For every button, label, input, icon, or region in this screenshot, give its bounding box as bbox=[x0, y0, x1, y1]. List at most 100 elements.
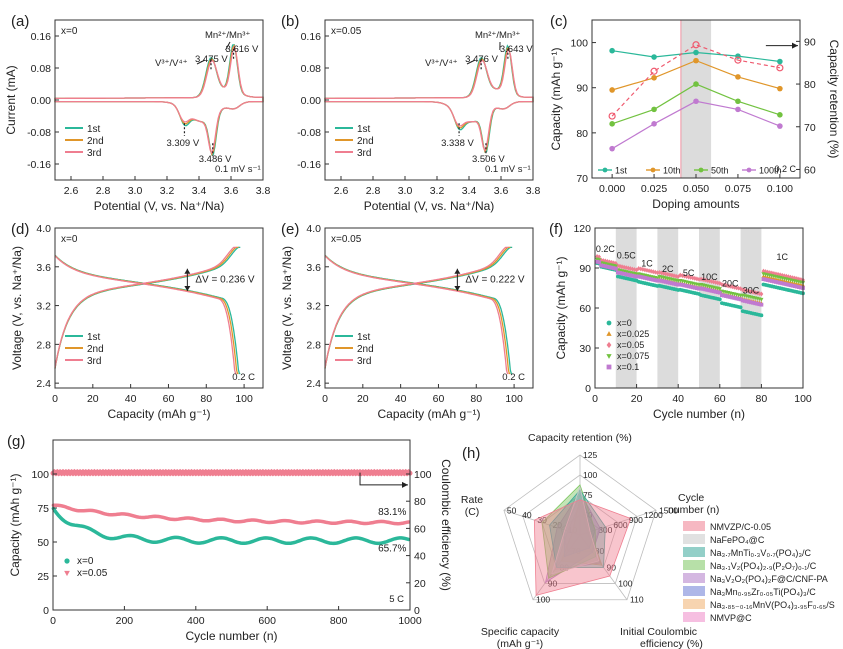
h-axis-tick: 90 bbox=[607, 562, 617, 572]
d-discharge-3rd bbox=[54, 255, 237, 375]
h-legend-label: NaFePO₄@C bbox=[710, 535, 765, 545]
e-ytick-label: 2.4 bbox=[306, 378, 321, 390]
d-charge-2nd bbox=[54, 246, 239, 369]
g-ce-trace bbox=[50, 468, 413, 477]
a-xtick-label: 3.2 bbox=[160, 185, 175, 197]
d-xtick-label: 20 bbox=[87, 393, 99, 405]
f-point-x=0.1 bbox=[682, 283, 687, 288]
f-point-x=0.1 bbox=[794, 284, 799, 289]
b-mn-couple-label: Mn²⁺/Mn³⁺ bbox=[475, 30, 520, 41]
g-xtick-label: 200 bbox=[116, 615, 134, 627]
c-xtick-label: 0.000 bbox=[599, 183, 625, 195]
f-point-x=0.1 bbox=[655, 278, 660, 283]
h-axis-tick: 125 bbox=[583, 450, 597, 460]
f-point-x=0.1 bbox=[707, 288, 712, 293]
c-point-10th bbox=[609, 87, 615, 93]
f-point-x=0.1 bbox=[747, 299, 751, 304]
f-point-x=0.1 bbox=[613, 266, 618, 271]
f-point-x=0.1 bbox=[653, 278, 658, 283]
f-point-x=0.1 bbox=[753, 301, 758, 306]
f-legend-marker bbox=[606, 354, 612, 359]
f-rate-band bbox=[740, 228, 762, 388]
d-xtick-label: 40 bbox=[125, 393, 137, 405]
f-point-x=0.1 bbox=[799, 285, 803, 290]
f-point-x=0.1 bbox=[672, 281, 676, 286]
f-point-x=0.1 bbox=[615, 270, 620, 275]
f-point-x=0.05 bbox=[726, 283, 731, 289]
d-corner-text: x=0 bbox=[61, 234, 78, 245]
f-point-x=0.1 bbox=[771, 279, 776, 284]
f-point-x=0.1 bbox=[738, 297, 743, 302]
e-frame bbox=[324, 227, 534, 389]
f-ytick-label: 120 bbox=[573, 223, 591, 235]
d-legend-label: 1st bbox=[87, 332, 101, 343]
f-point-x=0.1 bbox=[645, 276, 649, 281]
h-legend-label: Na₃V₂O₂(PO₄)₂F@C/CNF-PA bbox=[710, 574, 828, 584]
h-radar-NaFePO₄@C bbox=[551, 485, 600, 575]
f-point-x=0.1 bbox=[705, 287, 710, 292]
f-point-x=0.1 bbox=[726, 294, 731, 299]
f-point-x=0.1 bbox=[786, 282, 791, 287]
f-rate-label: 30C bbox=[743, 285, 760, 295]
f-point-x=0.05 bbox=[695, 276, 699, 282]
f-rate-label: 1C bbox=[641, 259, 653, 269]
a-panel-label: (a) bbox=[11, 13, 29, 30]
d-xlabel: Capacity (mAh g⁻¹) bbox=[107, 407, 210, 421]
f-point-x=0.1 bbox=[601, 263, 606, 268]
c-legend-marker bbox=[602, 167, 608, 173]
g-capacity-x=0 bbox=[51, 506, 411, 546]
f-legend-label: x=0.075 bbox=[617, 351, 649, 361]
c-point-50th bbox=[777, 112, 783, 118]
d-panel-label: (d) bbox=[11, 221, 29, 238]
b-ytick-label: -0.08 bbox=[297, 127, 321, 139]
a-xtick-label: 3.8 bbox=[256, 185, 271, 197]
a-red2-label: 3.486 V bbox=[199, 154, 232, 165]
f-point-x=0.1 bbox=[605, 264, 610, 269]
g-axis-arrowhead bbox=[402, 481, 408, 488]
b-xtick-label: 3.2 bbox=[430, 185, 445, 197]
c-xlabel: Doping amounts bbox=[652, 197, 739, 211]
f-point-x=0.1 bbox=[684, 283, 689, 288]
a-ox1-label: 3.475 V bbox=[195, 54, 228, 65]
f-point-x=0.1 bbox=[690, 285, 695, 290]
d-legend-label: 2nd bbox=[87, 344, 104, 355]
c-point-50th bbox=[651, 106, 657, 113]
f-point-x=0.1 bbox=[649, 277, 654, 282]
h-axis-tick: 80 bbox=[595, 546, 605, 556]
d-xtick-label: 0 bbox=[52, 393, 58, 405]
e-xtick-label: 100 bbox=[505, 393, 523, 405]
h-legend-label: NMVZP/C-0.05 bbox=[710, 522, 771, 532]
g-legend-marker bbox=[64, 570, 70, 577]
c-y2tick-label: 70 bbox=[804, 122, 816, 134]
g-y2label: Coulombic efficiency (%) bbox=[439, 459, 453, 591]
b-ytick-label: -0.16 bbox=[297, 159, 321, 171]
f-point-x=0.1 bbox=[630, 273, 635, 278]
c-point-50th bbox=[735, 98, 741, 105]
h-grid-spoke bbox=[579, 509, 657, 536]
f-point-x=0.1 bbox=[790, 283, 795, 288]
f-point-x=0.1 bbox=[736, 296, 741, 301]
f-point-x=0.1 bbox=[628, 273, 633, 278]
f-point-x=0.1 bbox=[776, 280, 780, 285]
f-point-x=0.05 bbox=[749, 289, 753, 295]
a-xtick-label: 3.4 bbox=[192, 185, 207, 197]
h-axis-label: number (n) bbox=[668, 504, 719, 516]
f-point-x=0.1 bbox=[638, 275, 643, 279]
f-point-x=0.05 bbox=[663, 271, 668, 277]
c-legend-marker bbox=[698, 167, 704, 173]
g-y2tick-label: 100 bbox=[414, 469, 432, 481]
f-point-x=0.1 bbox=[703, 287, 708, 292]
e-charge-2nd bbox=[324, 246, 511, 369]
f-point-x=0.1 bbox=[728, 295, 733, 299]
e-delta-v-arrowhead bbox=[454, 268, 461, 274]
b-corner-text: x=0.05 bbox=[331, 26, 362, 37]
c-y2tick-label: 90 bbox=[804, 36, 816, 48]
b-scan-rate: 0.1 mV s⁻¹ bbox=[485, 164, 531, 175]
f-point-x=0.1 bbox=[769, 279, 774, 283]
h-radar-NMVZP/C-0.05 bbox=[533, 499, 632, 596]
b-xtick-label: 2.8 bbox=[366, 185, 381, 197]
c-point-1st bbox=[609, 47, 615, 54]
a-ytick-label: 0.08 bbox=[31, 63, 52, 75]
h-legend-label: NMVP@C bbox=[710, 613, 752, 623]
f-point-x=0.1 bbox=[651, 277, 656, 282]
